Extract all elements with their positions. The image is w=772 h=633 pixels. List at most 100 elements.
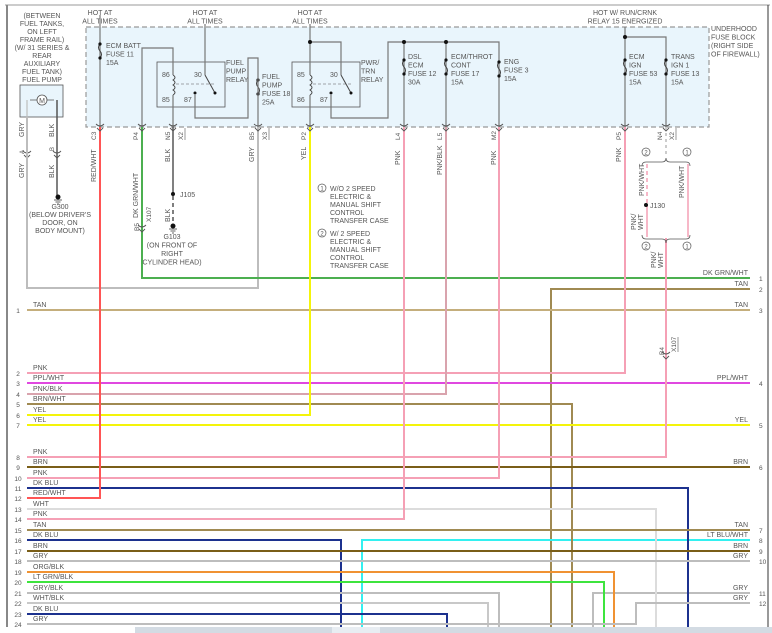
fuel-pump-location-label: (W/ 31 SERIES & (15, 45, 70, 52)
row-number: 12 (14, 496, 22, 503)
connector-pin-b: B (50, 147, 56, 151)
fuse-3-label: FUSE 3 (504, 68, 529, 75)
x107-connector-b4 (661, 351, 671, 360)
fuse-block-connector (494, 123, 504, 132)
junction-dot (444, 40, 448, 44)
option-marker-2 (641, 147, 651, 157)
splice-j130-label: J130 (650, 203, 665, 210)
row-number: 1 (759, 276, 763, 283)
option-marker-2-text: 2 (644, 151, 648, 157)
ground-g300-label: DOOR, ON (42, 220, 77, 227)
wire-color-label: LT GRN/BLK (33, 574, 74, 581)
option-bracket-top (641, 157, 691, 167)
wire-label-blk: BLK (49, 123, 56, 137)
eng-fuse-3 (497, 61, 501, 77)
connector-pin-label: L5 (437, 132, 444, 140)
fuse-3-label: ENG (504, 59, 519, 66)
connector-pin-label: P4 (133, 132, 140, 140)
wire-color-label: PNK (33, 365, 48, 372)
relay-pin-30: 30 (330, 72, 338, 79)
wire-color-label: GRY (33, 616, 48, 623)
wire-color-label: BRN (733, 459, 748, 466)
fuse-12-label: 30A (408, 80, 421, 87)
fuel-pump-location-label: FUEL TANKS, (20, 21, 64, 28)
vertical-wire-label: DK GRN/WHT (133, 172, 140, 218)
fuse-11-label: ECM BATT (106, 43, 142, 50)
note-1-text: MANUAL SHIFT (330, 202, 382, 209)
wire-color-label: GRY (733, 595, 748, 602)
ground-g103-label: CYLINDER HEAD) (142, 260, 201, 267)
fuse-block-connector (441, 123, 451, 132)
fuel-pump-connector-b (52, 150, 62, 159)
note-1-text: W/O 2 SPEED (330, 186, 376, 193)
fuse-block-connector (253, 123, 263, 132)
row-number: 13 (14, 507, 22, 514)
wire-wht (27, 508, 657, 633)
ground-g300-label: G300 (51, 204, 68, 211)
vertical-wire-label: WHT (638, 213, 645, 230)
connector-pin-a: A (20, 150, 26, 154)
wire-yel (27, 127, 311, 416)
relay-coil-icon (172, 74, 176, 96)
scrollbar-track-left (0, 627, 135, 633)
trans-ign-fuse-13-terminal (664, 72, 668, 76)
option-marker-2 (641, 241, 651, 251)
connector-pin-label: N5 (165, 131, 172, 140)
row-number: 3 (16, 381, 20, 388)
ecm-ign-fuse-53-terminal (623, 58, 627, 62)
connector-pin-label: B4 (659, 347, 666, 355)
vertical-wire-label: PNK/ (651, 252, 658, 268)
fuse-13-label: FUSE 13 (671, 71, 700, 78)
fuse-12-label: FUSE 12 (408, 71, 437, 78)
wire-color-label: BRN (733, 543, 748, 550)
wire-pnk-blk (27, 127, 447, 395)
wire-pnk (27, 238, 667, 458)
scrollbar-thumb[interactable] (332, 627, 380, 633)
relay-pin-30: 30 (194, 72, 202, 79)
relay-pin-85: 85 (297, 72, 305, 79)
wire-label-gry: GRY (19, 163, 26, 178)
hot-run-crank-label: RELAY 15 ENERGIZED (588, 19, 663, 26)
hot-at-all-times-label: HOT AT (88, 10, 113, 17)
row-number: 22 (14, 601, 22, 608)
option-marker-1 (682, 147, 692, 157)
row-number: 10 (759, 559, 767, 566)
relay-pin-87: 87 (320, 97, 328, 104)
ground-g103-label: (ON FRONT OF (147, 243, 197, 250)
note-1-text: TRANSFER CASE (330, 218, 389, 225)
ground-g300-dot (55, 194, 61, 200)
ground-g103-label: RIGHT (161, 251, 184, 258)
relay-switch-icon (340, 74, 352, 94)
bottom-scrollbar[interactable] (0, 627, 772, 633)
wire-color-label: YEL (33, 407, 46, 414)
wire-color-label: DK BLU (33, 480, 58, 487)
fuse-13-label: IGN 1 (671, 63, 689, 70)
hot-run-crank-label: HOT W/ RUN/CRNK (593, 10, 657, 17)
vertical-wire-label: PNK (616, 147, 623, 162)
wire-color-label: DK BLU (33, 606, 58, 613)
fuse-17-label: 15A (451, 80, 464, 87)
row-number: 9 (16, 465, 20, 472)
option-marker-1-text: 1 (685, 151, 689, 157)
fuse-block-label: (RIGHT SIDE (711, 43, 754, 50)
note-2-text: TRANSFER CASE (330, 263, 389, 270)
fuse-3-label: 15A (504, 76, 517, 83)
wire-dk-blu (27, 539, 342, 633)
splice-j130 (644, 203, 648, 207)
connector-pin-label: M2 (491, 131, 498, 140)
row-number: 9 (759, 549, 763, 556)
relay-pin-86: 86 (162, 72, 170, 79)
x107-connector-b5 (137, 224, 147, 233)
wire-color-label: TAN (735, 522, 748, 529)
ecm-batt-fuse-11-terminal (98, 42, 102, 46)
trans-ign-circuit (625, 36, 667, 127)
wire-color-label: YEL (735, 417, 748, 424)
option-marker-1-text: 1 (320, 187, 324, 193)
row-number: 2 (759, 287, 763, 294)
wire-color-label: YEL (33, 417, 46, 424)
wire-pnk (27, 127, 626, 374)
fuse-block-connector (620, 123, 630, 132)
wire-color-label: TAN (735, 302, 748, 309)
pwr-trn-relay-label: RELAY (361, 77, 384, 84)
